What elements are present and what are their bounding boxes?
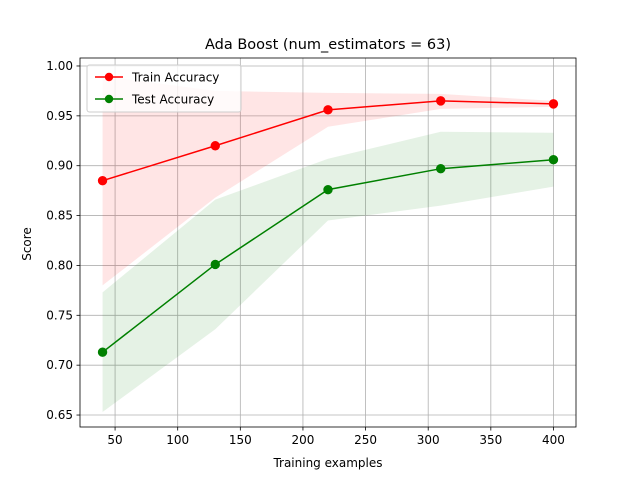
- x-tick-label: 300: [417, 433, 440, 447]
- data-point-test: [97, 347, 108, 357]
- confidence-band-test: [102, 131, 554, 413]
- confidence-band-train: [102, 75, 554, 286]
- x-tick-label: 50: [107, 433, 122, 447]
- y-tick-label: 0.75: [46, 308, 73, 322]
- y-tick-label: 1.00: [46, 59, 73, 73]
- chart-title: Ada Boost (num_estimators = 63): [205, 37, 451, 53]
- data-point-test: [323, 184, 333, 195]
- x-tick-label: 200: [291, 433, 314, 447]
- legend-box: [86, 64, 242, 113]
- legend-label-test: Test Accuracy: [131, 93, 214, 107]
- plot-area: 50 100 150 200 250 300 350 400 0.65 0.70 0.75 0.80 0…: [46, 57, 577, 447]
- x-tick-label: 100: [166, 433, 189, 447]
- y-tick-label: 0.95: [46, 109, 73, 123]
- y-tick-label: 0.70: [46, 358, 73, 372]
- data-point-train: [210, 141, 220, 151]
- legend-label-train: Train Accuracy: [131, 71, 219, 85]
- data-point-train: [548, 99, 559, 109]
- x-tick-label: 400: [542, 433, 565, 447]
- data-point-test: [210, 259, 220, 270]
- legend: Train Accuracy Test Accuracy: [86, 64, 242, 113]
- data-point-train: [323, 105, 333, 115]
- x-tick-label: 150: [229, 433, 252, 447]
- legend-marker-train: [104, 72, 114, 82]
- x-axis-label: Training examples: [272, 456, 382, 470]
- data-point-train: [97, 175, 108, 186]
- x-tick-label: 350: [479, 433, 502, 447]
- y-tick-label: 0.90: [46, 159, 73, 173]
- data-point-train: [436, 96, 446, 106]
- axes-frame: [79, 57, 577, 428]
- y-axis-label: Score: [20, 227, 34, 261]
- legend-marker-test: [104, 94, 114, 104]
- y-tick-label: 0.85: [46, 209, 73, 223]
- y-tick-label: 0.65: [46, 408, 73, 422]
- data-point-test: [548, 155, 559, 165]
- y-tick-label: 0.80: [46, 258, 73, 272]
- data-point-test: [436, 164, 446, 174]
- x-tick-label: 250: [354, 433, 377, 447]
